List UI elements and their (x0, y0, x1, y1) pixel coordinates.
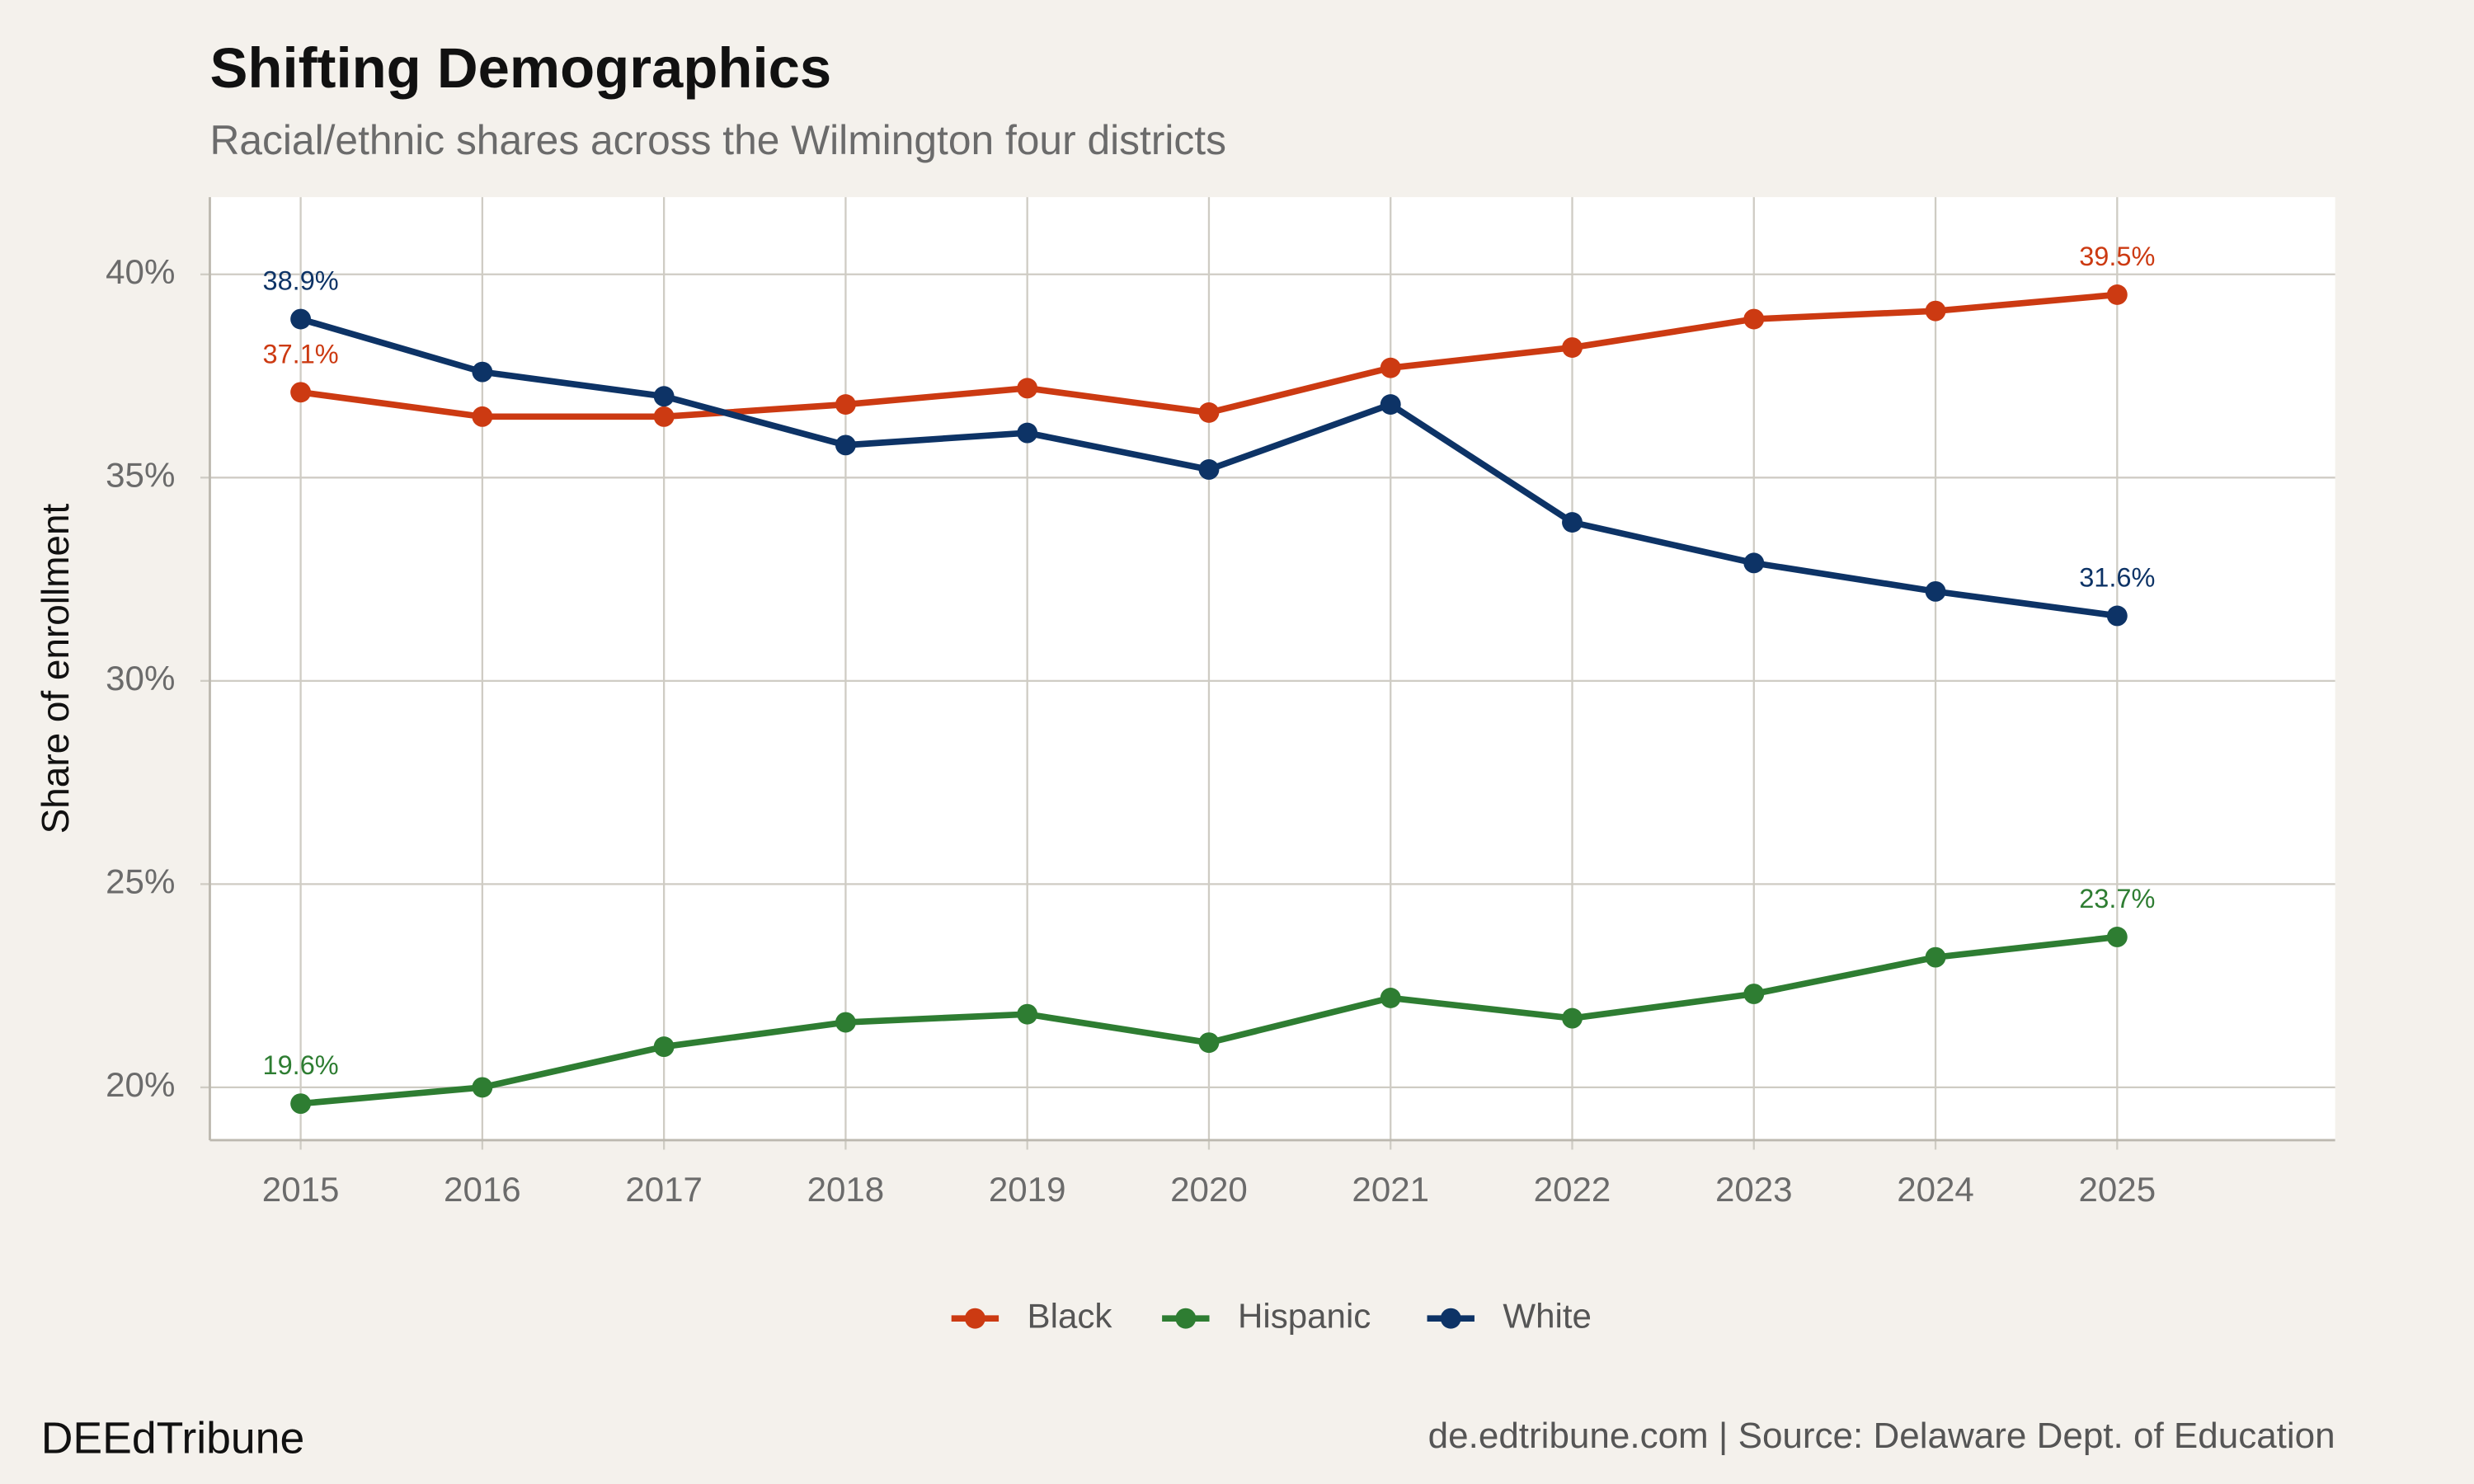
data-point (1380, 357, 1401, 378)
data-point (1562, 512, 1583, 533)
data-label: 39.5% (2079, 242, 2155, 271)
data-point (835, 434, 856, 456)
data-point (1017, 422, 1038, 444)
y-axis-label: Share of enrollment (34, 504, 77, 834)
data-point (653, 1036, 675, 1058)
legend-swatch-dot (964, 1308, 985, 1329)
data-point (653, 406, 675, 427)
chart-title: Shifting Demographics (209, 36, 831, 100)
y-tick-label: 40% (106, 252, 175, 291)
data-point (1925, 300, 1946, 322)
data-point (1925, 946, 1946, 968)
data-point (290, 308, 312, 330)
x-tick-label: 2022 (1534, 1170, 1611, 1209)
x-tick-label: 2021 (1352, 1170, 1429, 1209)
data-label: 38.9% (262, 266, 338, 296)
data-point (472, 1077, 493, 1098)
data-point (1743, 552, 1765, 574)
y-tick-label: 35% (106, 455, 175, 494)
data-point (1743, 308, 1765, 330)
data-point (1380, 987, 1401, 1008)
data-point (1198, 402, 1220, 423)
footer-source: de.edtribune.com | Source: Delaware Dept… (1428, 1416, 2335, 1456)
data-point (1743, 984, 1765, 1004)
y-tick-label: 20% (106, 1065, 175, 1104)
legend-label: White (1503, 1296, 1592, 1335)
data-point (1017, 378, 1038, 399)
legend-label: Hispanic (1238, 1296, 1371, 1335)
data-point (653, 386, 675, 407)
y-tick-label: 25% (106, 862, 175, 900)
data-label: 23.7% (2079, 884, 2155, 913)
data-point (835, 394, 856, 415)
data-point (1198, 459, 1220, 480)
data-point (2106, 605, 2128, 627)
legend-swatch-dot (1175, 1308, 1197, 1329)
data-point (1562, 337, 1583, 358)
data-point (2106, 927, 2128, 947)
x-tick-label: 2020 (1170, 1170, 1248, 1209)
footer-brand: DEEdTribune (41, 1414, 304, 1463)
x-tick-label: 2016 (444, 1170, 521, 1209)
data-label: 19.6% (262, 1050, 338, 1080)
y-tick-label: 30% (106, 659, 175, 697)
legend-swatch-dot (1440, 1308, 1461, 1329)
x-tick-label: 2024 (1897, 1170, 1974, 1209)
data-point (1562, 1007, 1583, 1029)
data-point (1925, 580, 1946, 602)
data-label: 31.6% (2079, 563, 2155, 593)
data-point (1198, 1032, 1220, 1054)
chart-subtitle: Racial/ethnic shares across the Wilmingt… (209, 117, 1226, 163)
data-point (472, 406, 493, 427)
x-tick-label: 2019 (989, 1170, 1066, 1209)
x-tick-label: 2015 (262, 1170, 340, 1209)
data-point (290, 382, 312, 403)
x-tick-label: 2023 (1715, 1170, 1793, 1209)
x-tick-label: 2025 (2078, 1170, 2156, 1209)
data-point (290, 1093, 312, 1115)
data-point (472, 361, 493, 383)
data-point (835, 1012, 856, 1033)
legend-label: Black (1028, 1296, 1113, 1335)
data-label: 37.1% (262, 339, 338, 369)
x-tick-label: 2017 (625, 1170, 703, 1209)
plot-panel (209, 197, 2335, 1140)
x-tick-label: 2018 (807, 1170, 885, 1209)
data-point (2106, 284, 2128, 305)
data-point (1380, 394, 1401, 415)
data-point (1017, 1003, 1038, 1025)
